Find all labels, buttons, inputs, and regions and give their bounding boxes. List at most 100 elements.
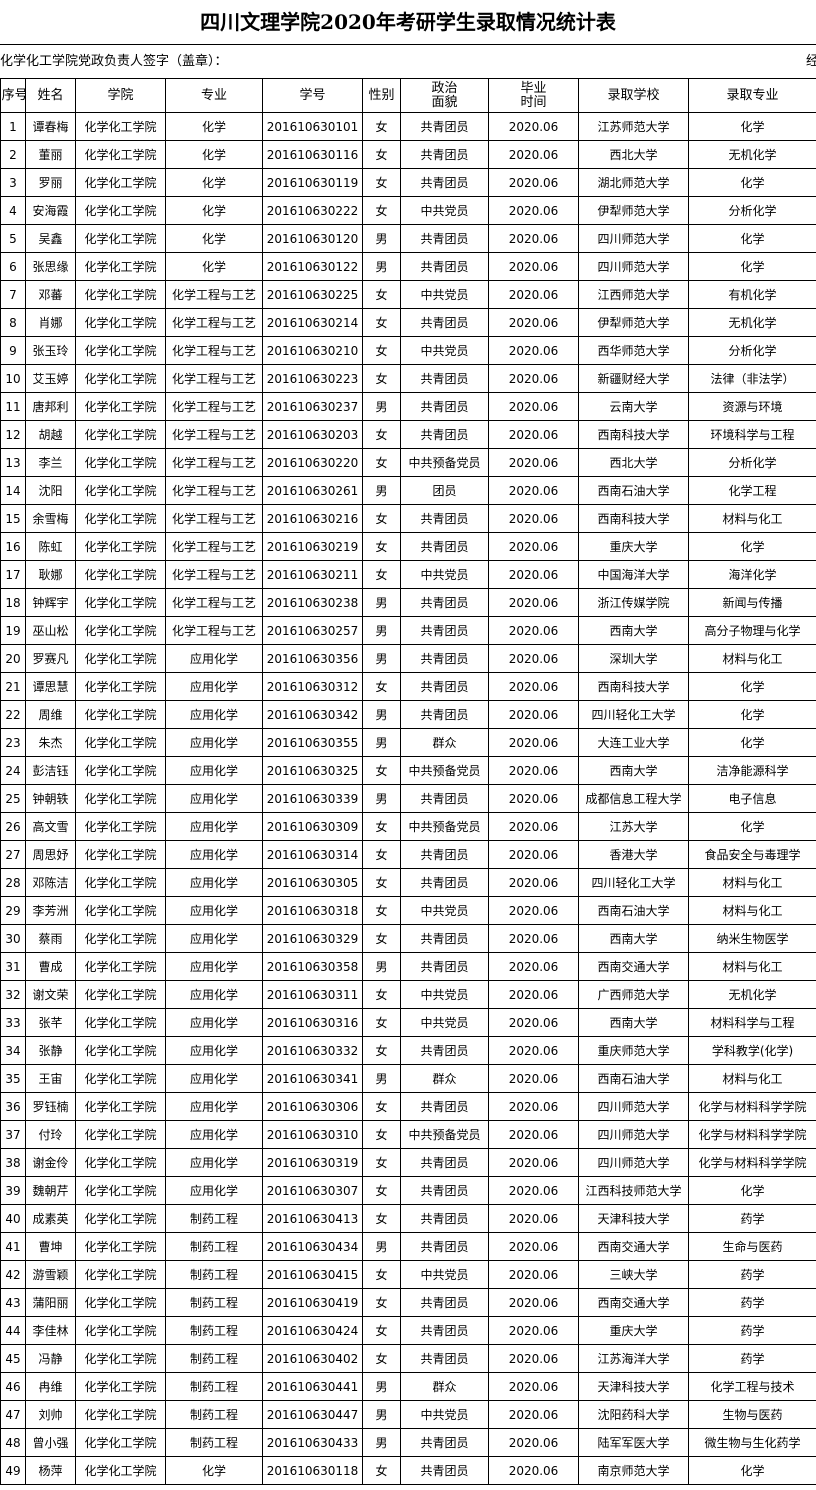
table-cell: 资源与环境 — [688, 392, 816, 421]
table-cell: 共青团员 — [400, 532, 489, 561]
table-cell: 共青团员 — [400, 1456, 489, 1485]
table-cell: 化学工程与工艺 — [165, 336, 263, 365]
table-cell: 201610630120 — [262, 224, 363, 253]
table-cell: 201610630311 — [262, 980, 363, 1009]
table-cell: 制药工程 — [165, 1232, 263, 1261]
table-row: 5 吴鑫 化学化工学院 化学 201610630120 男共青团员 2020.06 四川师范大… — [0, 224, 816, 253]
table-cell: 中共预备党员 — [400, 1120, 489, 1149]
table-cell: 39 — [0, 1176, 26, 1205]
table-cell: 201610630222 — [262, 196, 363, 225]
table-cell: 共青团员 — [400, 392, 489, 421]
table-cell: 中共预备党员 — [400, 812, 489, 841]
table-cell: 应用化学 — [165, 700, 263, 729]
table-cell: 201610630225 — [262, 280, 363, 309]
table-cell: 材料与化工 — [688, 504, 816, 533]
column-header: 录取专业 — [688, 78, 816, 113]
table-cell: 2020.06 — [488, 308, 579, 337]
table-cell: 周维 — [25, 700, 76, 729]
table-row: 23 朱杰 化学化工学院 应用化学 201610630355 男群众 2020.06 大连工业… — [0, 728, 816, 757]
table-cell: 女 — [362, 168, 401, 197]
table-cell: 应用化学 — [165, 1092, 263, 1121]
table-cell: 制药工程 — [165, 1344, 263, 1373]
table-cell: 共青团员 — [400, 168, 489, 197]
table-cell: 女 — [362, 980, 401, 1009]
table-cell: 药学 — [688, 1288, 816, 1317]
table-cell: 江西师范大学 — [578, 280, 689, 309]
table-cell: 36 — [0, 1092, 26, 1121]
table-cell: 201610630424 — [262, 1316, 363, 1345]
table-cell: 化学化工学院 — [75, 1120, 166, 1149]
table-cell: 化学 — [688, 112, 816, 141]
column-header: 学院 — [75, 78, 166, 113]
table-cell: 化学化工学院 — [75, 560, 166, 589]
table-cell: 201610630341 — [262, 1064, 363, 1093]
table-row: 28 邓陈洁 化学化工学院 应用化学 201610630305 女共青团员 2020.06 四… — [0, 868, 816, 897]
table-cell: 201610630203 — [262, 420, 363, 449]
table-cell: 应用化学 — [165, 1148, 263, 1177]
table-cell: 深圳大学 — [578, 644, 689, 673]
table-cell: 药学 — [688, 1316, 816, 1345]
table-cell: 西南石油大学 — [578, 896, 689, 925]
table-cell: 制药工程 — [165, 1316, 263, 1345]
table-cell: 2020.06 — [488, 1456, 579, 1485]
table-row: 45 冯静 化学化工学院 制药工程 201610630402 女共青团员 2020.06 江苏… — [0, 1344, 816, 1373]
table-cell: 化学化工学院 — [75, 616, 166, 645]
table-cell: 西南大学 — [578, 1008, 689, 1037]
table-cell: 西南大学 — [578, 924, 689, 953]
table-cell: 2020.06 — [488, 448, 579, 477]
table-cell: 24 — [0, 756, 26, 785]
table-cell: 共青团员 — [400, 1036, 489, 1065]
table-cell: 共青团员 — [400, 1288, 489, 1317]
table-cell: 西南石油大学 — [578, 1064, 689, 1093]
table-cell: 胡越 — [25, 420, 76, 449]
table-cell: 化学化工学院 — [75, 924, 166, 953]
table-cell: 化学化工学院 — [75, 1148, 166, 1177]
table-cell: 2020.06 — [488, 1008, 579, 1037]
table-cell: 8 — [0, 308, 26, 337]
table-cell: 35 — [0, 1064, 26, 1093]
table-cell: 37 — [0, 1120, 26, 1149]
table-cell: 201610630238 — [262, 588, 363, 617]
table-cell: 45 — [0, 1344, 26, 1373]
table-cell: 共青团员 — [400, 112, 489, 141]
table-cell: 201610630261 — [262, 476, 363, 505]
header-row: 序号 姓名 学院 专业 学号 性别 政治面貌 毕业时间 录取学校 录取专业 — [0, 78, 816, 113]
table-cell: 女 — [362, 1148, 401, 1177]
table-cell: 四川师范大学 — [578, 1120, 689, 1149]
table-cell: 江苏海洋大学 — [578, 1344, 689, 1373]
column-header: 毕业时间 — [488, 78, 579, 113]
table-cell: 共青团员 — [400, 644, 489, 673]
table-cell: 2020.06 — [488, 1064, 579, 1093]
table-cell: 有机化学 — [688, 280, 816, 309]
table-cell: 女 — [362, 1204, 401, 1233]
table-cell: 2020.06 — [488, 140, 579, 169]
table-cell: 化学 — [688, 672, 816, 701]
table-row: 27 周思妤 化学化工学院 应用化学 201610630314 女共青团员 2020.06 香… — [0, 840, 816, 869]
table-cell: 201610630316 — [262, 1008, 363, 1037]
table-cell: 女 — [362, 896, 401, 925]
table-cell: 材料与化工 — [688, 644, 816, 673]
table-cell: 2020.06 — [488, 1372, 579, 1401]
table-cell: 云南大学 — [578, 392, 689, 421]
table-cell: 18 — [0, 588, 26, 617]
table-cell: 刘帅 — [25, 1400, 76, 1429]
column-header-text: 姓名 — [37, 87, 64, 103]
table-cell: 11 — [0, 392, 26, 421]
table-cell: 化学工程 — [688, 476, 816, 505]
table-cell: 香港大学 — [578, 840, 689, 869]
table-cell: 2020.06 — [488, 1316, 579, 1345]
table-cell: 12 — [0, 420, 26, 449]
table-cell: 女 — [362, 280, 401, 309]
table-cell: 2020.06 — [488, 700, 579, 729]
table-cell: 男 — [362, 588, 401, 617]
table-cell: 化学化工学院 — [75, 140, 166, 169]
table-cell: 2020.06 — [488, 1344, 579, 1373]
table-row: 30 蔡雨 化学化工学院 应用化学 201610630329 女共青团员 2020.06 西南… — [0, 924, 816, 953]
table-cell: 女 — [362, 448, 401, 477]
table-cell: 安海霞 — [25, 196, 76, 225]
table-cell: 34 — [0, 1036, 26, 1065]
table-cell: 蒲阳丽 — [25, 1288, 76, 1317]
table-cell: 2020.06 — [488, 1428, 579, 1457]
table-cell: 中共预备党员 — [400, 448, 489, 477]
table-cell: 西南交通大学 — [578, 1232, 689, 1261]
